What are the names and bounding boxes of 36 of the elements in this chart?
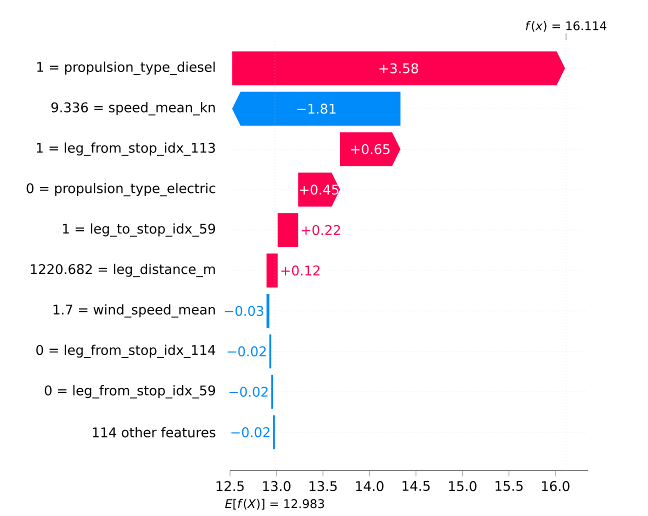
y-tick-label: 9.336 = speed_mean_kn [51,102,215,116]
x-tick-label: 14.5 [402,481,430,491]
x-tick-label: 14.0 [356,481,384,492]
data-label: +0.45 [300,184,338,195]
x-tick-label: 15.5 [496,481,523,491]
y-tick-label: 1.7 = wind_speed_mean [54,304,215,318]
y-tick-label: 1220.682 = leg_distance_m [30,264,215,278]
y-tick-label: 114 other features [92,427,216,438]
y-tick-label: 0 = propulsion_type_electric [26,182,216,196]
data-label: +0.22 [302,224,340,236]
bar [340,132,400,166]
bar [232,51,566,86]
data-label: −1.81 [297,104,336,114]
x-tick-label: 16.0 [542,481,570,492]
bar [278,213,298,248]
y-tick-label: 1 = leg_to_stop_idx_59 [63,223,216,237]
data-label: −0.02 [231,427,270,438]
data-label: +0.65 [351,144,390,154]
bar [266,294,270,328]
data-label: +0.12 [281,265,320,276]
data-label: −0.02 [228,346,266,356]
x-tick-label: 13.0 [263,481,290,492]
ref-line-label: E[f(X)] = 12.983 [225,498,324,510]
data-label: −0.03 [224,306,264,316]
data-label: +3.58 [380,63,418,74]
y-tick-label: 1 = propulsion_type_diesel [37,62,215,75]
bar [266,254,278,288]
x-tick-label: 15.0 [449,481,476,492]
x-tick-label: 13.5 [310,481,337,492]
bar [232,92,400,126]
y-tick-label: 0 = leg_from_stop_idx_59 [44,385,216,398]
y-tick-label: 1 = leg_from_stop_idx_113 [36,142,215,156]
x-tick-label: 12.5 [216,481,244,492]
ref-line-label: f(x) = 16.114 [526,21,606,32]
y-tick-label: 0 = leg_from_stop_idx_114 [36,344,216,358]
data-label: −0.02 [229,386,268,397]
